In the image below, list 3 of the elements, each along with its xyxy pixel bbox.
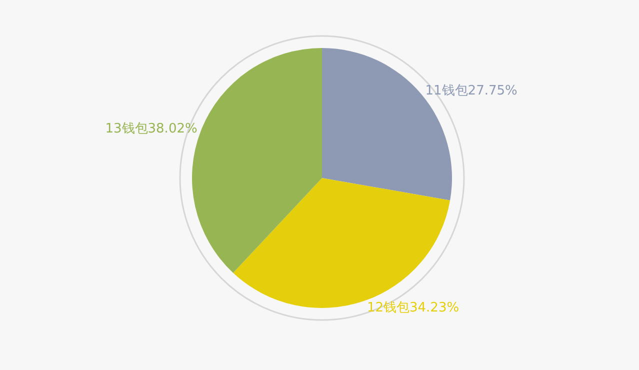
slice-label: 11钱包27.75% [425, 84, 518, 99]
slice-label: 13钱包38.02% [105, 122, 198, 137]
slice-label: 12钱包34.23% [366, 300, 460, 316]
